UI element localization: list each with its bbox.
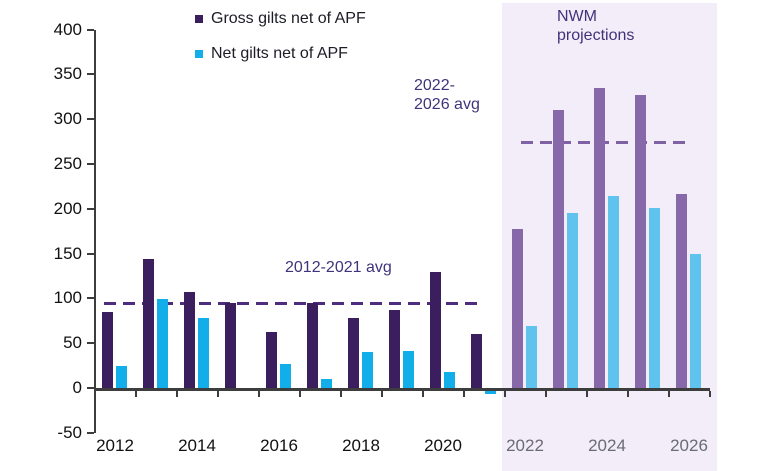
x-tick-label-2012: 2012 xyxy=(96,436,134,455)
bar-gross-2020 xyxy=(430,272,441,388)
bar-gross-2014 xyxy=(184,292,195,388)
y-tick-label-100: 100 xyxy=(53,288,82,308)
bar-gross-2022 xyxy=(512,229,523,388)
y-axis xyxy=(94,30,96,433)
y-tick-label--50: -50 xyxy=(57,422,82,442)
gross-series-label: Gross gilts net of APF xyxy=(211,9,366,27)
y-tick-label-200: 200 xyxy=(53,198,82,218)
bar-gross-2013 xyxy=(143,258,154,388)
x-tick-12 xyxy=(626,391,629,397)
bar-gross-2023 xyxy=(553,110,564,388)
y-tick-label-350: 350 xyxy=(53,64,82,84)
x-tick-label-2016: 2016 xyxy=(260,436,298,455)
y-tick-350 xyxy=(87,73,94,76)
y-tick-label-0: 0 xyxy=(72,378,82,397)
legend-item-gross: Gross gilts net of APF xyxy=(195,10,366,27)
y-tick-300 xyxy=(87,118,94,121)
y-tick-100 xyxy=(87,297,94,300)
y-tick-400 xyxy=(87,28,94,31)
bar-net-2025 xyxy=(649,207,660,388)
x-tick-label-2020: 2020 xyxy=(424,436,462,455)
bar-net-2017 xyxy=(321,379,332,388)
bar-net-2014 xyxy=(198,318,209,388)
bar-gross-2024 xyxy=(594,87,605,388)
y-tick-label-400: 400 xyxy=(53,19,82,39)
legend-item-net: Net gilts net of APF xyxy=(195,45,366,62)
y-tick-50 xyxy=(87,342,94,345)
y-tick-label-300: 300 xyxy=(53,109,82,129)
net-series-swatch-icon xyxy=(195,49,203,58)
x-tick-14 xyxy=(708,391,711,397)
x-tick-3 xyxy=(257,391,260,397)
bar-gross-2025 xyxy=(635,95,646,388)
bar-gross-2016 xyxy=(266,332,277,388)
projection-region-label: NWM projections xyxy=(557,7,634,45)
bar-net-2018 xyxy=(362,352,373,388)
legend: Gross gilts net of APF Net gilts net of … xyxy=(195,10,366,80)
x-tick-0 xyxy=(134,391,137,397)
gross-series-swatch-icon xyxy=(195,14,203,23)
x-tick-4 xyxy=(298,391,301,397)
net-series-label: Net gilts net of APF xyxy=(211,44,348,62)
bar-net-2016 xyxy=(280,363,291,388)
x-tick-1 xyxy=(175,391,178,397)
x-tick-7 xyxy=(421,391,424,397)
bar-net-2023 xyxy=(567,213,578,388)
bar-gross-2018 xyxy=(348,318,359,388)
proj-avg-annotation: 2022- 2026 avg xyxy=(414,76,480,114)
bar-gross-2019 xyxy=(389,310,400,388)
x-tick-5 xyxy=(339,391,342,397)
bar-net-2013 xyxy=(157,299,168,388)
x-tick-10 xyxy=(544,391,547,397)
y-tick-label-50: 50 xyxy=(63,333,82,353)
y-tick--50 xyxy=(87,431,94,434)
x-tick-label-2022: 2022 xyxy=(506,436,544,455)
avg-dashed-line-0 xyxy=(103,301,482,305)
x-axis xyxy=(95,388,710,391)
proj-avg-annotation-line2: 2026 avg xyxy=(414,96,480,113)
y-tick-250 xyxy=(87,163,94,165)
bar-net-2020 xyxy=(444,371,455,388)
projection-region-label-line1: NWM xyxy=(557,8,597,25)
bar-net-2022 xyxy=(526,326,537,388)
x-tick-label-2024: 2024 xyxy=(588,436,626,455)
avg-dashed-line-1 xyxy=(520,140,690,144)
bar-gross-2015 xyxy=(225,302,236,388)
x-tick-9 xyxy=(503,391,506,397)
x-tick-label-2018: 2018 xyxy=(342,436,380,455)
projection-region-label-line2: projections xyxy=(557,27,635,44)
y-tick-200 xyxy=(87,207,94,210)
bar-gross-2012 xyxy=(102,311,113,388)
bar-net-2026 xyxy=(690,254,701,388)
x-tick-8 xyxy=(462,391,465,397)
x-tick-label-2014: 2014 xyxy=(178,436,216,455)
y-tick-label-250: 250 xyxy=(53,154,82,173)
x-tick-2 xyxy=(216,391,219,397)
y-tick-150 xyxy=(87,252,94,255)
bar-net-2024 xyxy=(608,196,619,388)
x-tick-13 xyxy=(667,391,670,397)
bar-gross-2021 xyxy=(471,334,482,388)
hist-avg-annotation: 2012-2021 avg xyxy=(285,259,392,276)
bar-gross-2017 xyxy=(307,302,318,388)
bar-gross-2026 xyxy=(676,193,687,388)
y-tick-label-150: 150 xyxy=(53,243,82,263)
x-tick-6 xyxy=(380,391,383,397)
y-tick-0 xyxy=(87,387,94,389)
bar-net-2012 xyxy=(116,365,127,388)
bar-net-2019 xyxy=(403,351,414,388)
x-tick-11 xyxy=(585,391,588,397)
x-tick-label-2026: 2026 xyxy=(670,436,708,455)
bar-net-2021 xyxy=(485,390,496,395)
proj-avg-annotation-line1: 2022- xyxy=(414,77,455,94)
